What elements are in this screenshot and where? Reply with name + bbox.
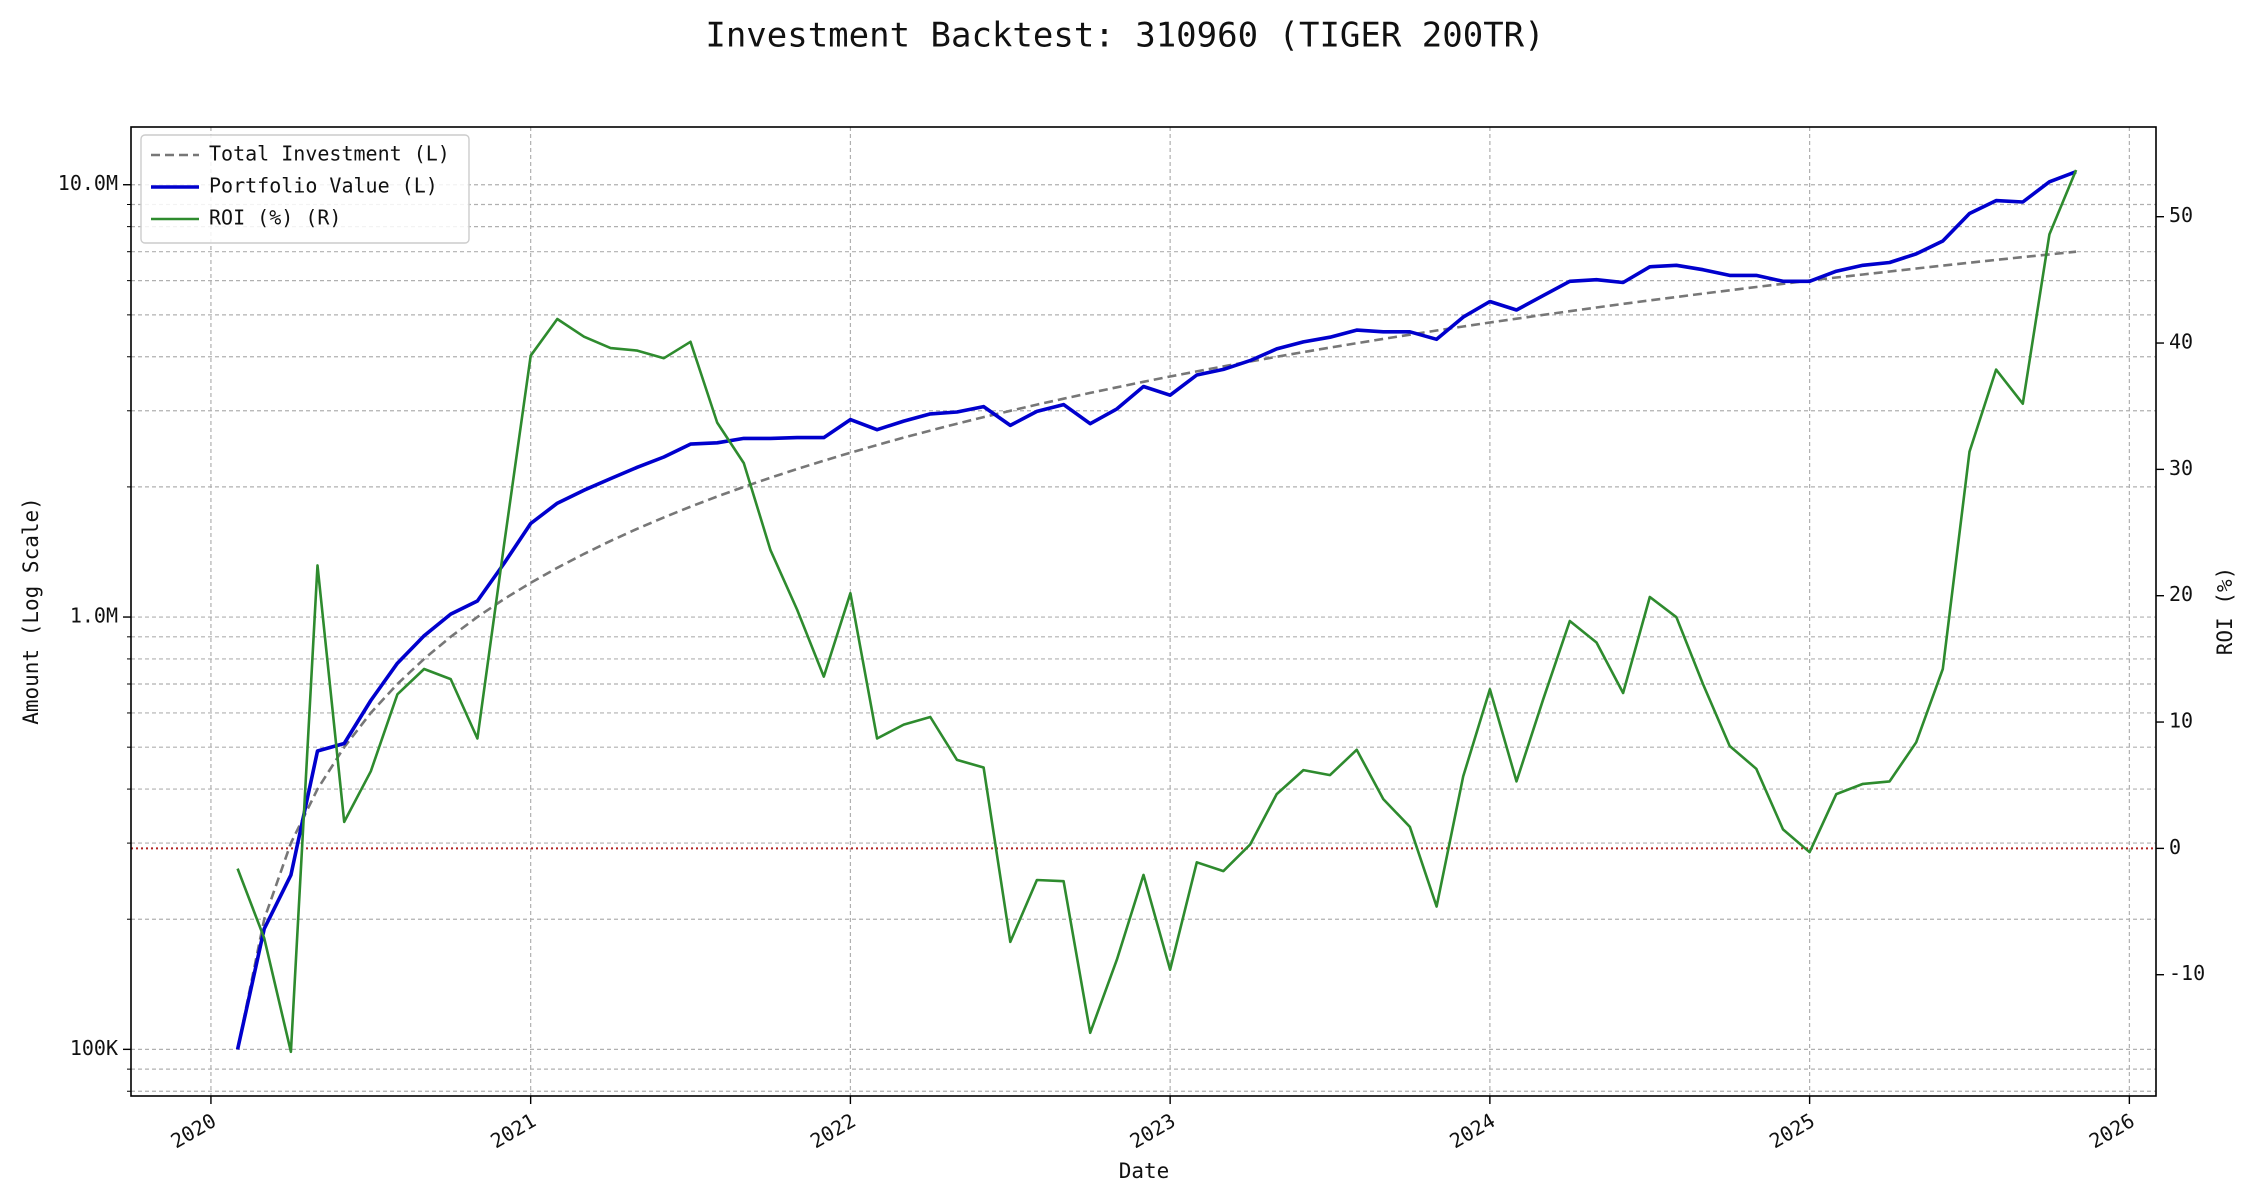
plot-frame [130,126,2157,1097]
x-axis-label: Date [1119,1159,1170,1183]
y2-tick-label: -10 [2169,961,2205,985]
chart-title: Investment Backtest: 310960 (TIGER 200TR… [705,16,1544,56]
y-axis-label: Amount (Log Scale) [19,497,43,725]
y2-tick-label: 0 [2169,835,2181,859]
y2-tick-label: 20 [2169,582,2193,606]
y2-tick-label: 50 [2169,203,2193,227]
series-line [236,169,2078,1054]
y-tick-label: 100K [70,1036,118,1060]
y2-tick-label: 40 [2169,330,2193,354]
legend-label: Portfolio Value (L) [209,174,438,198]
legend: Total Investment (L) Portfolio Value (L) R… [140,134,470,244]
y-tick-label: 1.0M [70,604,118,628]
series-line [235,170,2077,1050]
legend-box [140,134,470,244]
y2-axis-label: ROI (%) [2213,567,2237,656]
legend-label: ROI (%) (R) [209,206,341,230]
y-tick-label: 10.0M [58,171,118,195]
series-line [236,250,2077,1050]
y2-tick-label: 10 [2169,709,2193,733]
y2-tick-label: 30 [2169,456,2193,480]
legend-label: Total Investment (L) [209,142,450,166]
